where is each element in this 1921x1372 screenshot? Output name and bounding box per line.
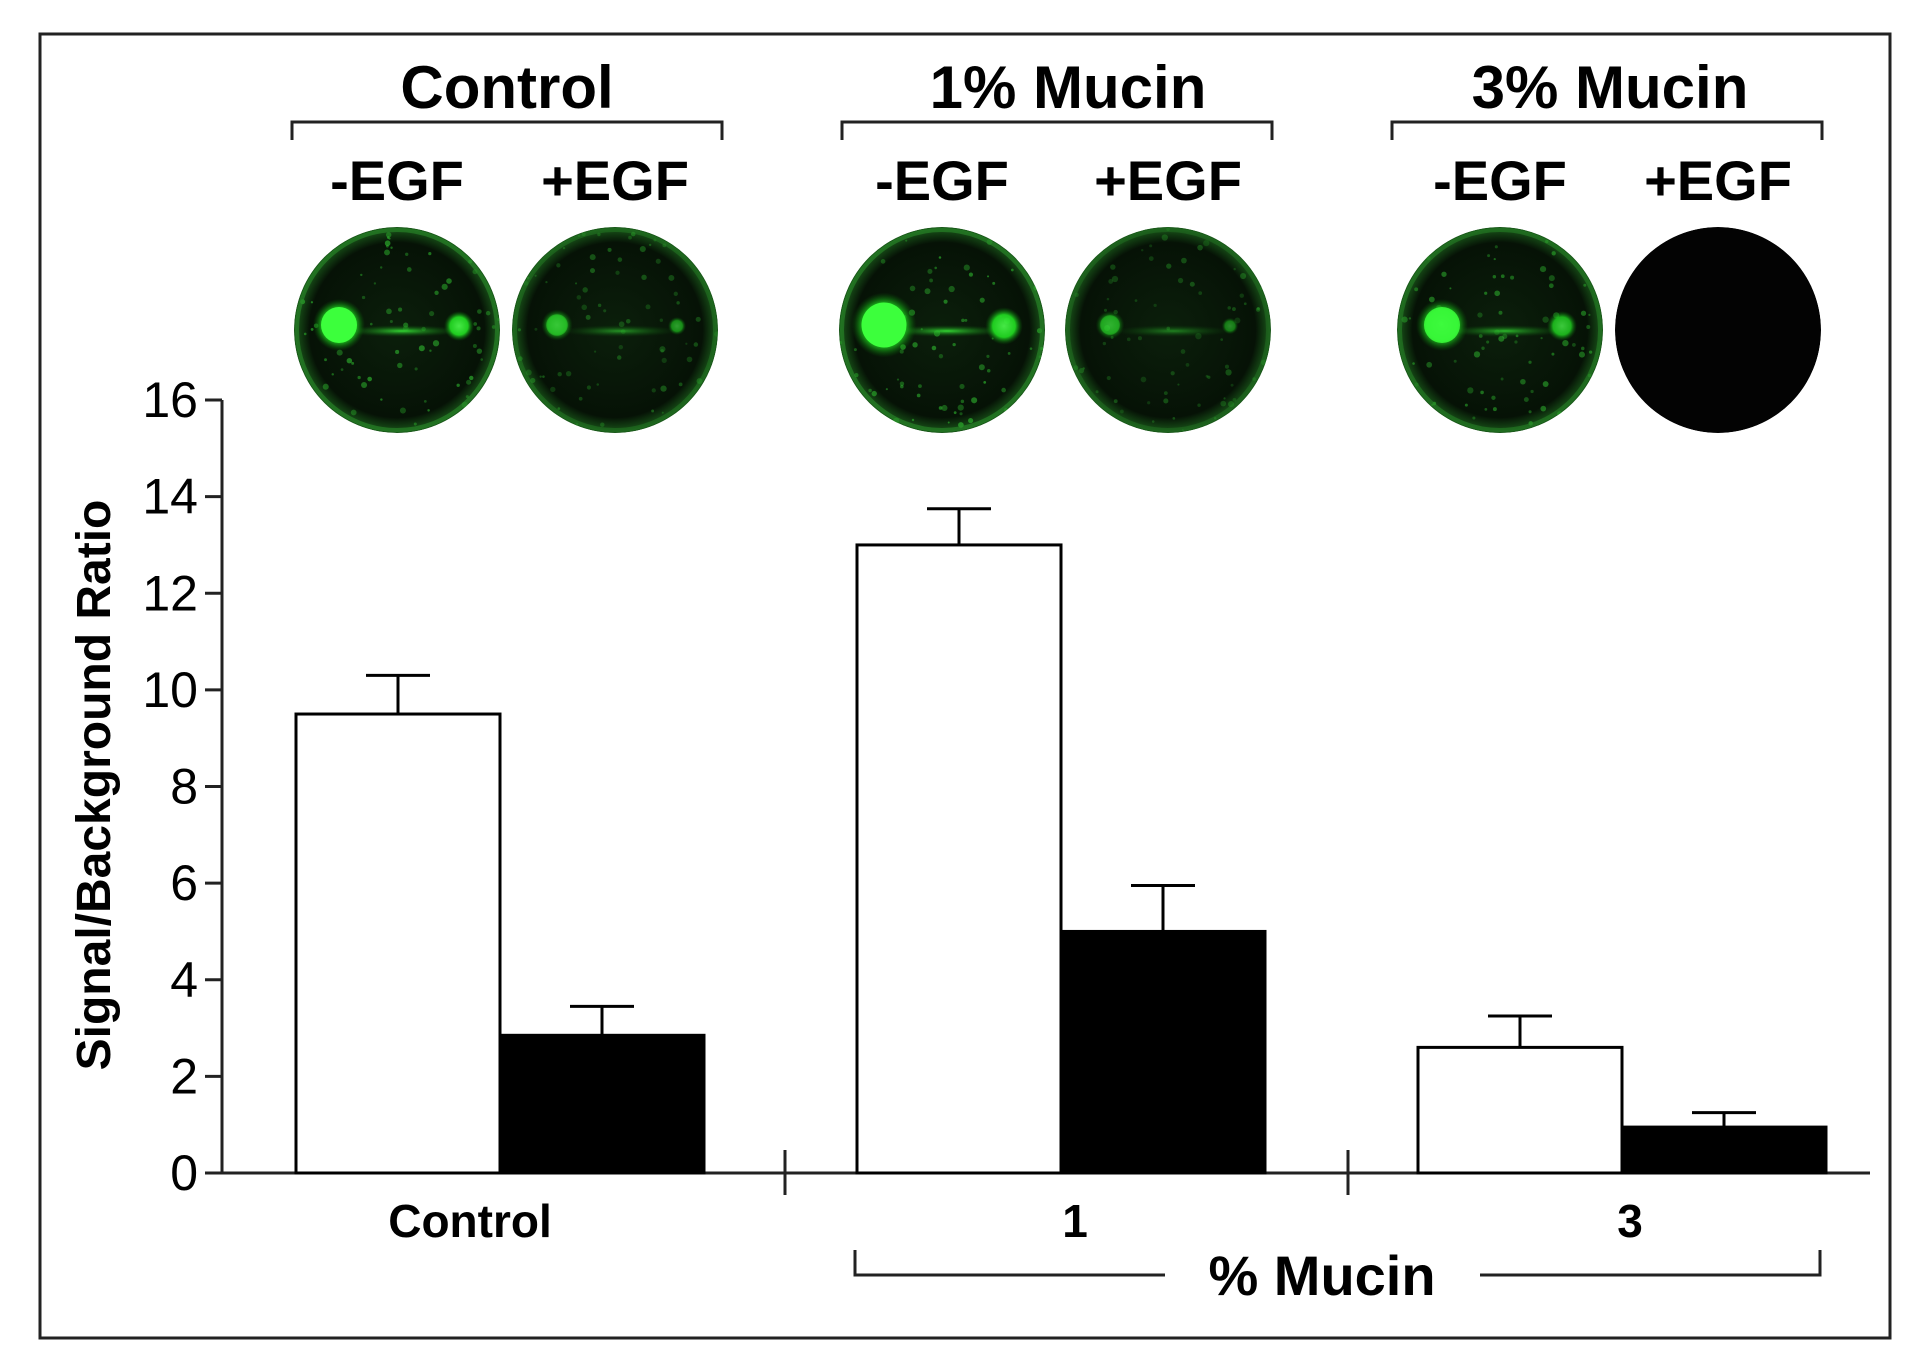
x-axis-title: % Mucin (1208, 1244, 1435, 1307)
mucin-bracket-right (1480, 1250, 1822, 1277)
egf-plus-label-1-mucin: +EGF (1094, 149, 1242, 212)
x-category-label-1: 1 (1062, 1195, 1088, 1247)
y-axis-label: Signal/Background Ratio (68, 500, 121, 1071)
bracket-control (290, 120, 724, 140)
egf-minus-label-control: -EGF (330, 149, 464, 212)
y-tick-label: 4 (170, 952, 198, 1008)
group-title-control: Control (400, 54, 613, 121)
fluorescence-image (1397, 227, 1603, 433)
group-title-1-mucin: 1% Mucin (930, 54, 1207, 121)
fluorescence-image (1065, 227, 1271, 433)
bracket-3-mucin (1390, 120, 1824, 140)
fluorescence-image (512, 227, 718, 433)
y-tick-label: 16 (142, 372, 198, 428)
bars (294, 507, 1828, 1175)
bar-plus-egf (498, 1033, 706, 1175)
y-tick-label: 12 (142, 565, 198, 621)
group-title-3-mucin: 3% Mucin (1472, 54, 1749, 121)
axes: 0 2 4 6 8 10 12 14 16 Signal/Background Ratio (68, 372, 1870, 1201)
fluorescence-image (1615, 227, 1821, 433)
y-tick-label: 10 (142, 662, 198, 718)
x-category-label-control: Control (388, 1195, 552, 1247)
y-tick-label: 14 (142, 469, 198, 525)
fluorescence-images (294, 227, 1821, 433)
y-ticks: 0 2 4 6 8 10 12 14 16 (142, 372, 222, 1201)
fluorescence-image (294, 227, 500, 433)
mucin-bracket-left (853, 1250, 1165, 1277)
bar-minus-egf (1416, 1045, 1624, 1175)
egf-plus-label-3-mucin: +EGF (1644, 149, 1792, 212)
y-tick-label: 6 (170, 855, 198, 911)
fluorescence-image (839, 227, 1045, 433)
egf-plus-label-control: +EGF (541, 149, 689, 212)
egf-minus-label-1-mucin: -EGF (875, 149, 1009, 212)
bar-minus-egf (294, 712, 502, 1175)
y-tick-label: 2 (170, 1048, 198, 1104)
bar-plus-egf (1620, 1125, 1828, 1175)
x-labels: Control 1 3 % Mucin (388, 1195, 1822, 1307)
y-tick-label: 8 (170, 759, 198, 815)
bracket-1-mucin (840, 120, 1274, 140)
x-category-label-3: 3 (1617, 1195, 1643, 1247)
group-headers: Control 1% Mucin 3% Mucin -EGF +EGF -EGF… (290, 54, 1824, 212)
y-tick-label: 0 (170, 1145, 198, 1201)
bar-minus-egf (855, 543, 1063, 1175)
egf-minus-label-3-mucin: -EGF (1433, 149, 1567, 212)
bar-plus-egf (1059, 929, 1267, 1175)
